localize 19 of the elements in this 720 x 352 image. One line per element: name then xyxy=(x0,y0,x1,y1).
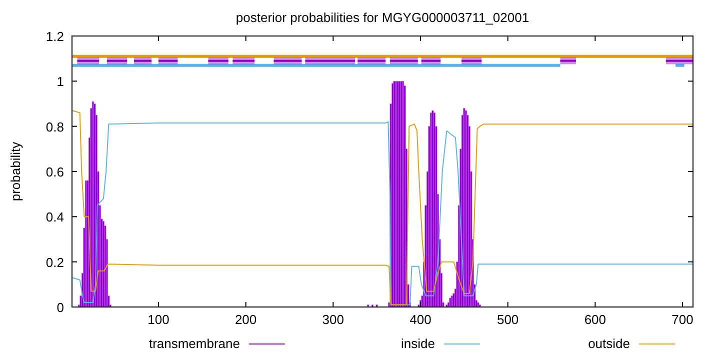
y-tick-label: 0.4 xyxy=(46,210,64,225)
x-tick-label: 400 xyxy=(410,312,432,327)
legend-label: transmembrane xyxy=(148,336,240,351)
y-tick-label: 0.2 xyxy=(46,254,64,270)
y-tick-label: 1.2 xyxy=(46,29,64,44)
x-tick-label: 600 xyxy=(584,312,606,327)
legend-label: inside xyxy=(401,336,435,351)
y-tick-label: 0 xyxy=(56,300,64,315)
x-tick-label: 100 xyxy=(148,312,170,327)
y-axis-title: probability xyxy=(8,141,23,202)
y-tick-label: 0.8 xyxy=(46,119,64,134)
x-tick-label: 500 xyxy=(496,312,519,327)
y-tick-label: 1 xyxy=(56,74,64,90)
x-tick-label: 700 xyxy=(672,312,694,327)
legend-label: outside xyxy=(588,336,630,351)
x-tick-label: 300 xyxy=(322,312,344,327)
y-tick-label: 0.6 xyxy=(46,164,64,180)
chart-title: posterior probabilities for MGYG000003711_02001 xyxy=(236,10,530,25)
x-tick-label: 200 xyxy=(234,312,257,327)
